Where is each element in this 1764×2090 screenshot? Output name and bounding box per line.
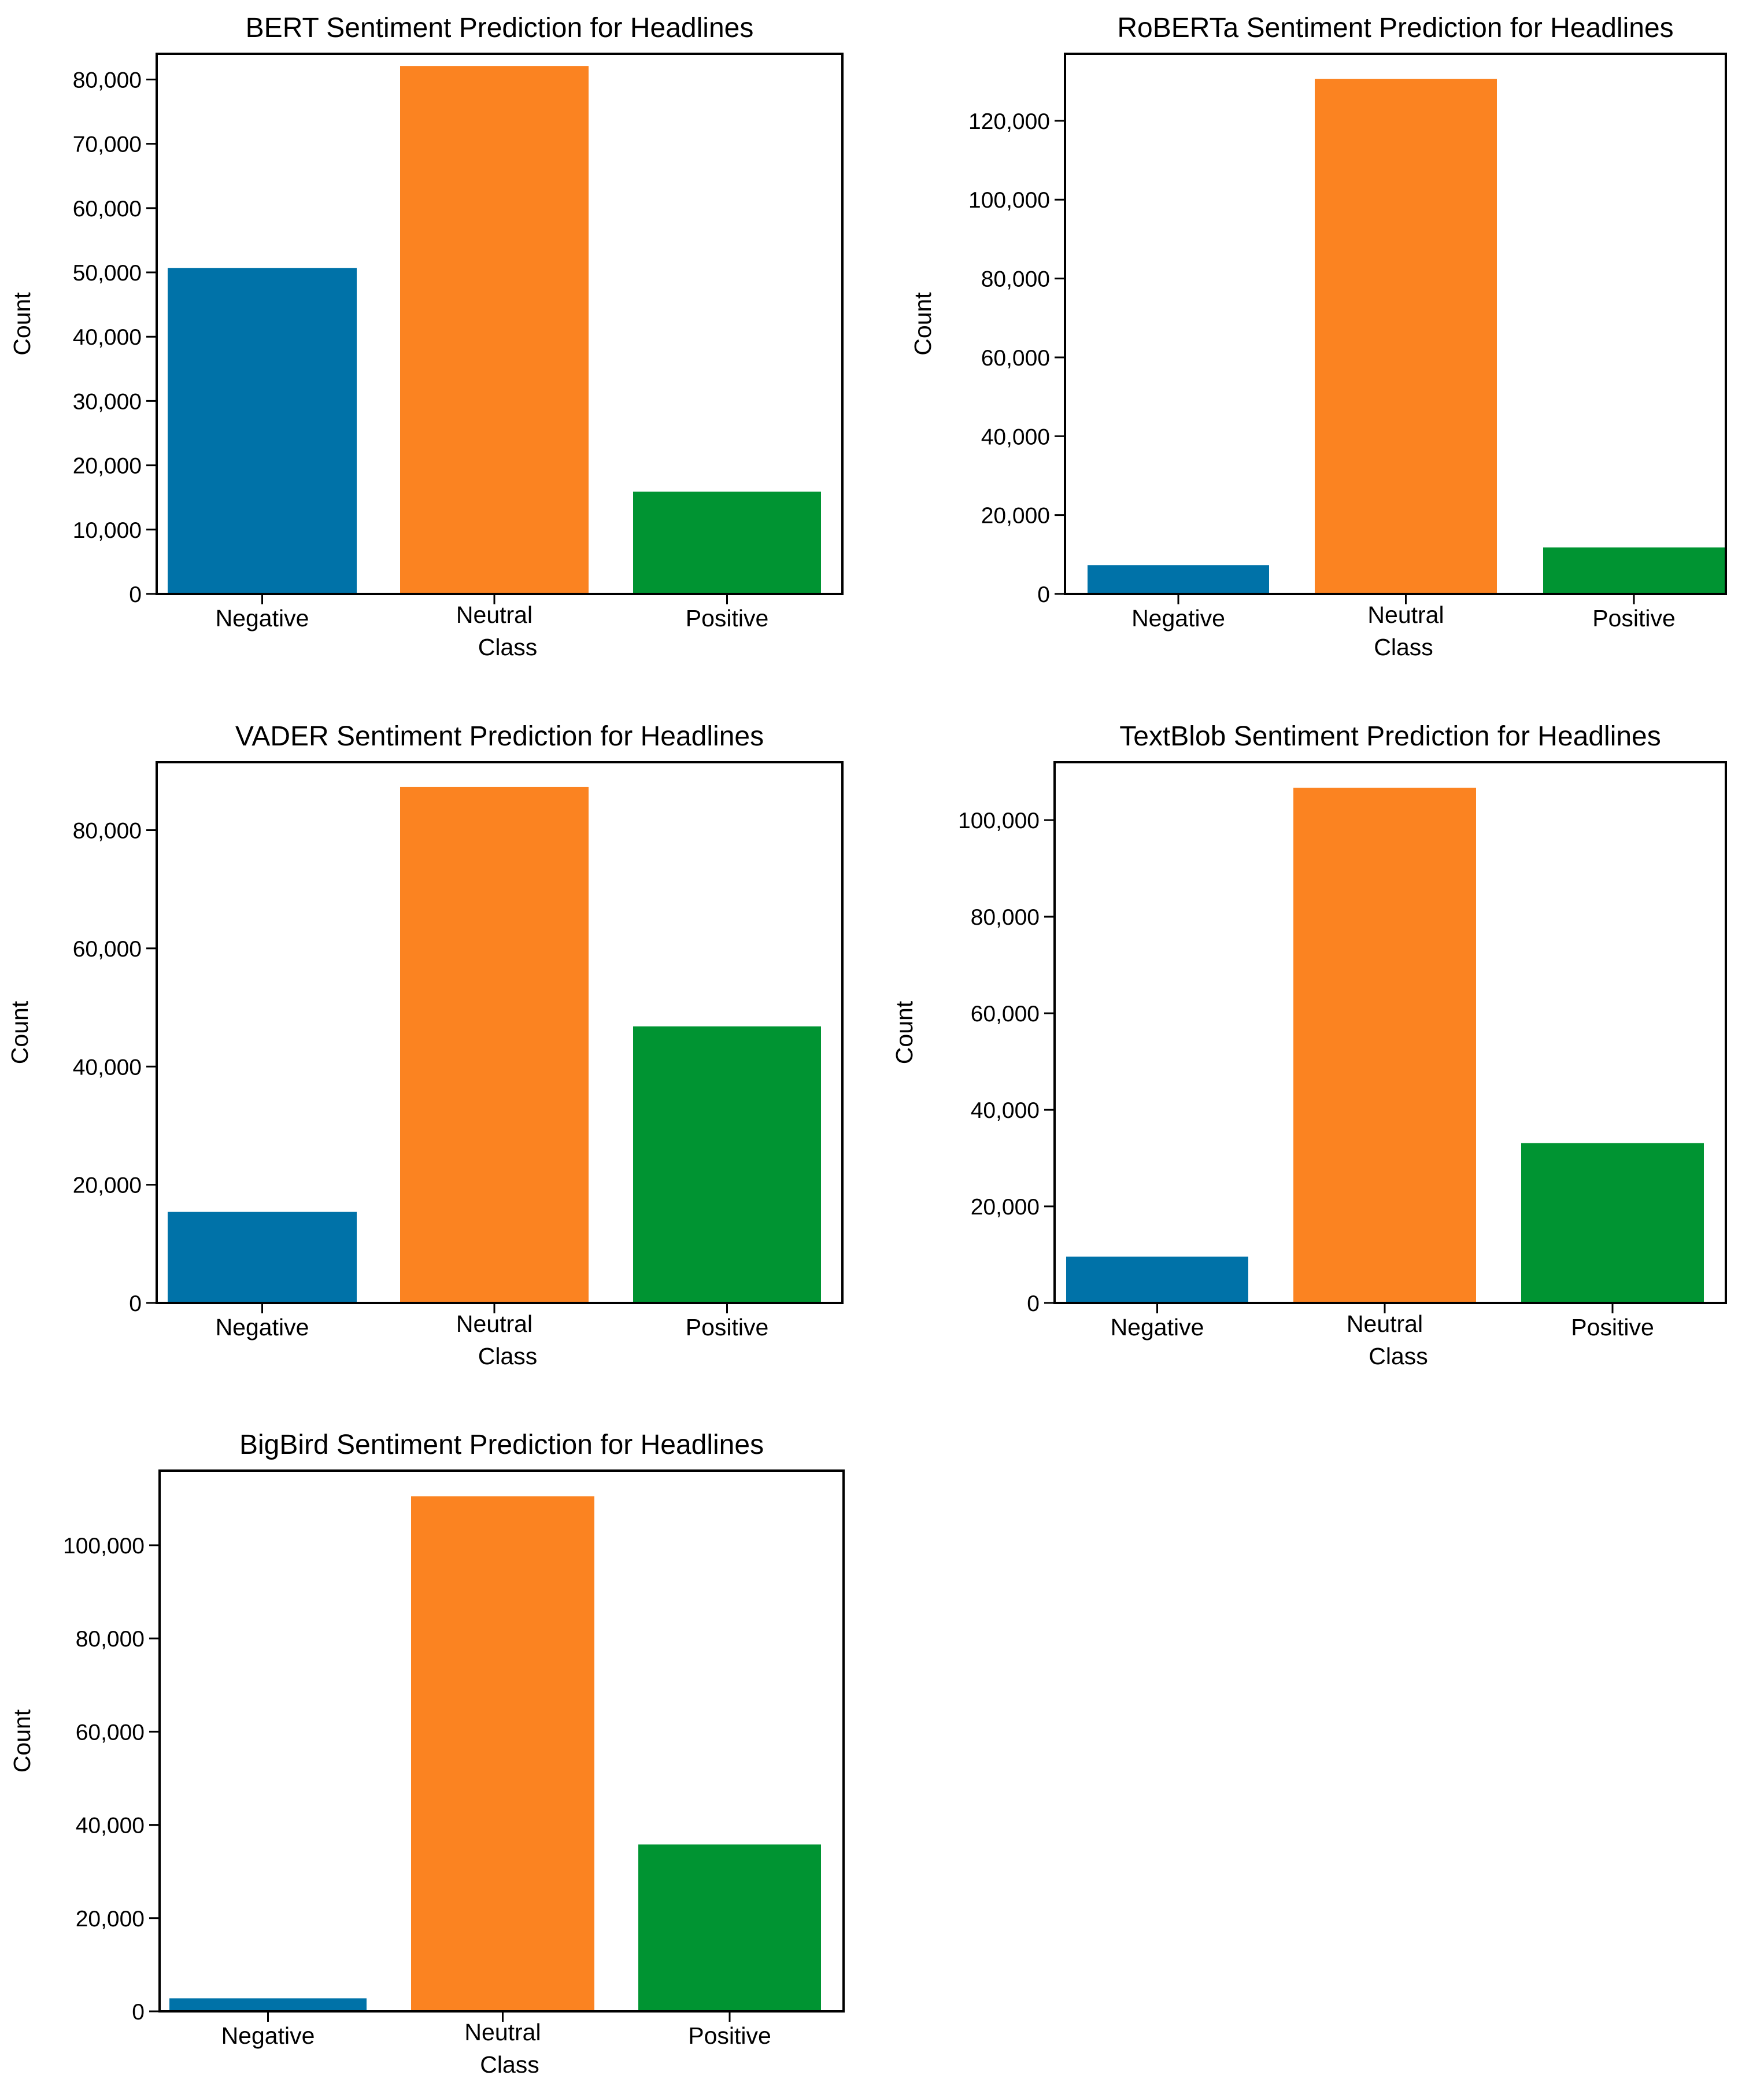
bigbird-axes-frame (158, 1469, 845, 2013)
roberta-ytick-label: 0 (1037, 582, 1050, 607)
textblob-xtick-label-neutral: Neutral (1347, 1310, 1423, 1337)
bigbird-xtick-label-neutral: Neutral (464, 2019, 541, 2045)
roberta-ytick-label: 120,000 (968, 109, 1050, 134)
bigbird-xtick-label-positive: Positive (688, 2022, 771, 2049)
roberta-xtick-label-negative: Negative (1131, 605, 1225, 632)
vader-yaxis-label: Count (6, 1000, 33, 1064)
textblob-chart-panel: TextBlob Sentiment Prediction for Headli… (891, 721, 1727, 1369)
textblob-bar-negative (1066, 1256, 1248, 1303)
textblob-ytick-label: 20,000 (971, 1195, 1040, 1220)
bigbird-ytick-label: 80,000 (76, 1627, 145, 1652)
textblob-ytick-label: 60,000 (971, 1002, 1040, 1026)
roberta-xtick-label-neutral: Neutral (1367, 601, 1444, 628)
roberta-bar-neutral (1315, 79, 1497, 594)
textblob-chart-title: TextBlob Sentiment Prediction for Headli… (1119, 721, 1661, 752)
textblob-xtick-label-negative: Negative (1111, 1314, 1204, 1341)
vader-xaxis-label: Class (478, 1343, 538, 1369)
bigbird-ytick-label: 40,000 (76, 1814, 145, 1838)
bert-bar-positive (633, 492, 821, 594)
vader-bar-neutral (400, 786, 589, 1303)
textblob-xaxis-label: Class (1369, 1343, 1428, 1369)
textblob-ytick-label: 80,000 (971, 905, 1040, 930)
bigbird-chart-title: BigBird Sentiment Prediction for Headlin… (239, 1430, 764, 1460)
textblob-bar-neutral (1293, 788, 1476, 1303)
roberta-yaxis-label: Count (909, 292, 936, 356)
bert-ytick-label: 70,000 (73, 132, 142, 157)
bigbird-xtick-label-negative: Negative (221, 2022, 315, 2049)
bert-chart-title: BERT Sentiment Prediction for Headlines (246, 13, 754, 43)
roberta-chart-title: RoBERTa Sentiment Prediction for Headlin… (1117, 13, 1673, 43)
roberta-xaxis-label: Class (1374, 634, 1433, 660)
bert-ytick-label: 40,000 (73, 325, 142, 350)
textblob-ytick-label: 100,000 (958, 808, 1040, 833)
bert-axes-frame (156, 53, 844, 595)
vader-ytick-label: 20,000 (73, 1173, 142, 1198)
textblob-ytick-label: 40,000 (971, 1098, 1040, 1123)
textblob-bar-positive (1521, 1143, 1704, 1303)
vader-chart-title: VADER Sentiment Prediction for Headlines (235, 721, 764, 752)
bigbird-yaxis-label: Count (9, 1709, 35, 1773)
roberta-xtick-label-positive: Positive (1592, 605, 1676, 632)
bigbird-ytick-label: 100,000 (63, 1534, 145, 1559)
vader-bar-negative (168, 1212, 357, 1303)
bigbird-bar-positive (638, 1844, 821, 2011)
textblob-ytick-label: 0 (1027, 1291, 1040, 1316)
bert-ytick-label: 10,000 (73, 518, 142, 543)
roberta-ytick-label: 20,000 (981, 504, 1050, 529)
bert-xtick-label-negative: Negative (216, 605, 309, 632)
vader-ytick-label: 40,000 (73, 1055, 142, 1080)
vader-xtick-label-neutral: Neutral (456, 1310, 532, 1337)
bert-ytick-label: 0 (129, 582, 142, 607)
bigbird-bar-negative (169, 1998, 367, 2011)
vader-ytick-label: 0 (129, 1291, 142, 1316)
bigbird-xaxis-label: Class (480, 2051, 539, 2078)
roberta-ytick-label: 40,000 (981, 424, 1050, 449)
textblob-axes-frame (1053, 761, 1727, 1304)
vader-ytick-label: 60,000 (73, 937, 142, 962)
roberta-ytick-label: 100,000 (968, 188, 1050, 213)
bigbird-ytick-label: 0 (132, 2000, 145, 2025)
bert-ytick-label: 80,000 (73, 68, 142, 93)
roberta-ytick-label: 60,000 (981, 346, 1050, 371)
vader-chart-panel: VADER Sentiment Prediction for Headlines… (6, 721, 844, 1369)
bert-bar-neutral (400, 66, 589, 594)
bigbird-bar-neutral (411, 1496, 594, 2011)
bert-chart-panel: BERT Sentiment Prediction for Headlines 0… (9, 13, 844, 660)
bert-bar-negative (168, 268, 357, 594)
roberta-chart-panel: RoBERTa Sentiment Prediction for Headlin… (909, 13, 1727, 660)
vader-xtick-label-positive: Positive (686, 1314, 769, 1341)
textblob-xtick-label-positive: Positive (1571, 1314, 1654, 1341)
roberta-bar-positive (1543, 547, 1725, 594)
bert-xaxis-label: Class (478, 634, 538, 660)
bert-ytick-label: 30,000 (73, 389, 142, 414)
bigbird-ytick-label: 20,000 (76, 1907, 145, 1932)
vader-ytick-label: 80,000 (73, 819, 142, 844)
roberta-axes-frame (1064, 53, 1727, 595)
bert-ytick-label: 60,000 (73, 197, 142, 221)
vader-xtick-label-negative: Negative (216, 1314, 309, 1341)
roberta-ytick-label: 80,000 (981, 267, 1050, 292)
bigbird-ytick-label: 60,000 (76, 1720, 145, 1745)
bert-xtick-label-neutral: Neutral (456, 601, 532, 628)
textblob-yaxis-label: Count (891, 1000, 918, 1064)
roberta-bar-negative (1088, 565, 1269, 594)
bigbird-chart-panel: BigBird Sentiment Prediction for Headlin… (9, 1430, 845, 2078)
bert-ytick-label: 20,000 (73, 454, 142, 479)
vader-axes-frame (156, 761, 844, 1304)
bert-ytick-label: 50,000 (73, 261, 142, 286)
bert-yaxis-label: Count (9, 292, 35, 356)
bert-xtick-label-positive: Positive (686, 605, 769, 632)
vader-bar-positive (633, 1026, 821, 1303)
